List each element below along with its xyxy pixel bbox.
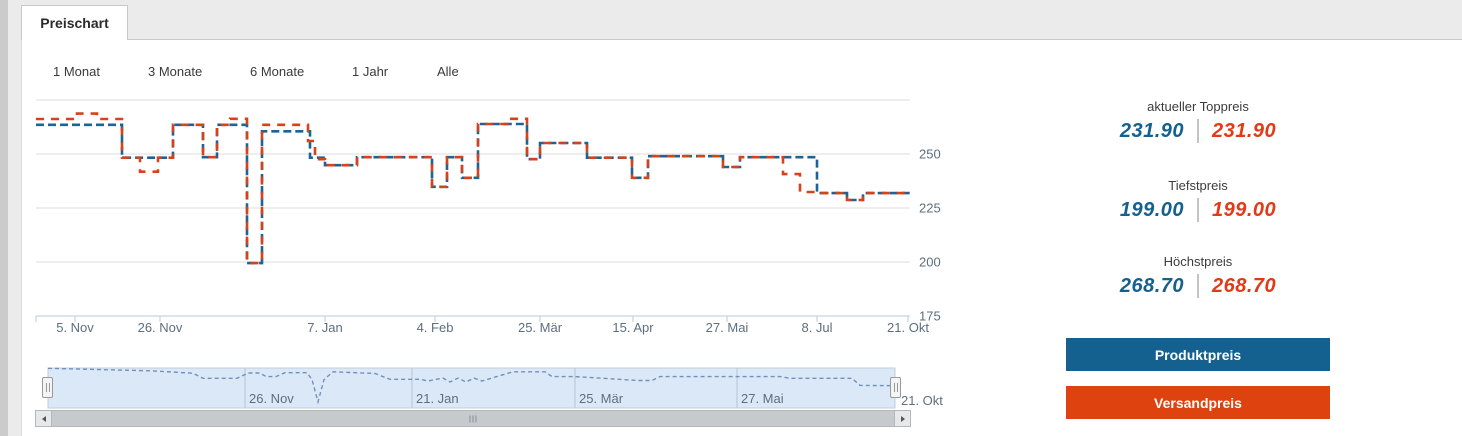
tab-preischart[interactable]: Preischart — [21, 5, 128, 40]
lowest-price-shipping: 199.00 — [1212, 198, 1277, 221]
range-link-6-monate[interactable]: 6 Monate — [250, 64, 305, 79]
navigator-series-line — [47, 367, 896, 405]
navigator-label: 21. Jan — [416, 391, 459, 406]
current-top-price-product: 231.90 — [1119, 119, 1184, 142]
scrollbar-right-arrow-icon[interactable] — [894, 411, 910, 426]
scrollbar-grip-icon — [469, 415, 477, 422]
price-summary-panel: aktueller Toppreis 231.90 231.90 Tiefstp… — [1066, 0, 1330, 436]
x-axis-label: 8. Jul — [801, 320, 833, 335]
range-link-1-jahr[interactable]: 1 Jahr — [352, 64, 389, 79]
range-link-3-monate[interactable]: 3 Monate — [148, 64, 203, 79]
lowest-price-product: 199.00 — [1119, 198, 1184, 221]
current-top-price-label: aktueller Toppreis — [1147, 99, 1249, 114]
y-axis-label-225: 225 — [919, 200, 941, 216]
x-axis-label: 21. Okt — [887, 320, 929, 335]
highest-price-product: 268.70 — [1119, 274, 1184, 297]
range-link-alle[interactable]: Alle — [437, 64, 459, 79]
highest-price-group: Höchstpreis 268.70 268.70 — [1066, 254, 1330, 298]
product-price-series-line — [36, 122, 910, 265]
lowest-price-group: Tiefstpreis 199.00 199.00 — [1066, 178, 1330, 222]
highest-price-label: Höchstpreis — [1163, 254, 1233, 269]
lowest-price-label: Tiefstpreis — [1168, 178, 1228, 193]
navigator-left-handle[interactable] — [42, 377, 53, 398]
x-axis-label: 27. Mai — [705, 320, 749, 335]
navigator-scrollbar[interactable] — [35, 410, 911, 427]
highest-price-shipping: 268.70 — [1212, 274, 1277, 297]
navigator-label: 25. Mär — [579, 391, 624, 406]
shipping-price-series-line — [36, 112, 910, 265]
price-separator — [1197, 274, 1199, 298]
navigator-label: 27. Mai — [741, 391, 784, 406]
page-left-strip — [0, 0, 8, 436]
y-axis-label-250: 250 — [919, 146, 941, 162]
y-axis-label-175: 175 — [919, 308, 941, 324]
scrollbar-thumb[interactable] — [52, 411, 894, 426]
x-axis-label: 26. Nov — [137, 320, 183, 335]
scrollbar-left-arrow-icon[interactable] — [36, 411, 52, 426]
y-axis-label-200: 200 — [919, 254, 941, 270]
product-price-button[interactable]: Produktpreis — [1066, 338, 1330, 371]
x-axis-label: 7. Jan — [307, 320, 343, 335]
navigator-label: 26. Nov — [249, 391, 294, 406]
x-axis-label: 4. Feb — [416, 320, 454, 335]
x-axis-label: 15. Apr — [612, 320, 654, 335]
navigator-band — [47, 367, 896, 409]
price-separator — [1197, 119, 1199, 143]
navigator-right-handle[interactable] — [890, 377, 901, 398]
tab-preischart-label: Preischart — [40, 15, 109, 31]
price-separator — [1197, 198, 1199, 222]
x-axis-label: 25. Mär — [517, 320, 563, 335]
current-top-price-shipping: 231.90 — [1212, 119, 1277, 142]
shipping-price-button[interactable]: Versandpreis — [1066, 386, 1330, 419]
current-top-price-group: aktueller Toppreis 231.90 231.90 — [1066, 99, 1330, 143]
range-link-1-monat[interactable]: 1 Monat — [53, 64, 100, 79]
navigator-label: 21. Okt — [901, 393, 943, 408]
x-axis-label: 5. Nov — [56, 320, 94, 335]
